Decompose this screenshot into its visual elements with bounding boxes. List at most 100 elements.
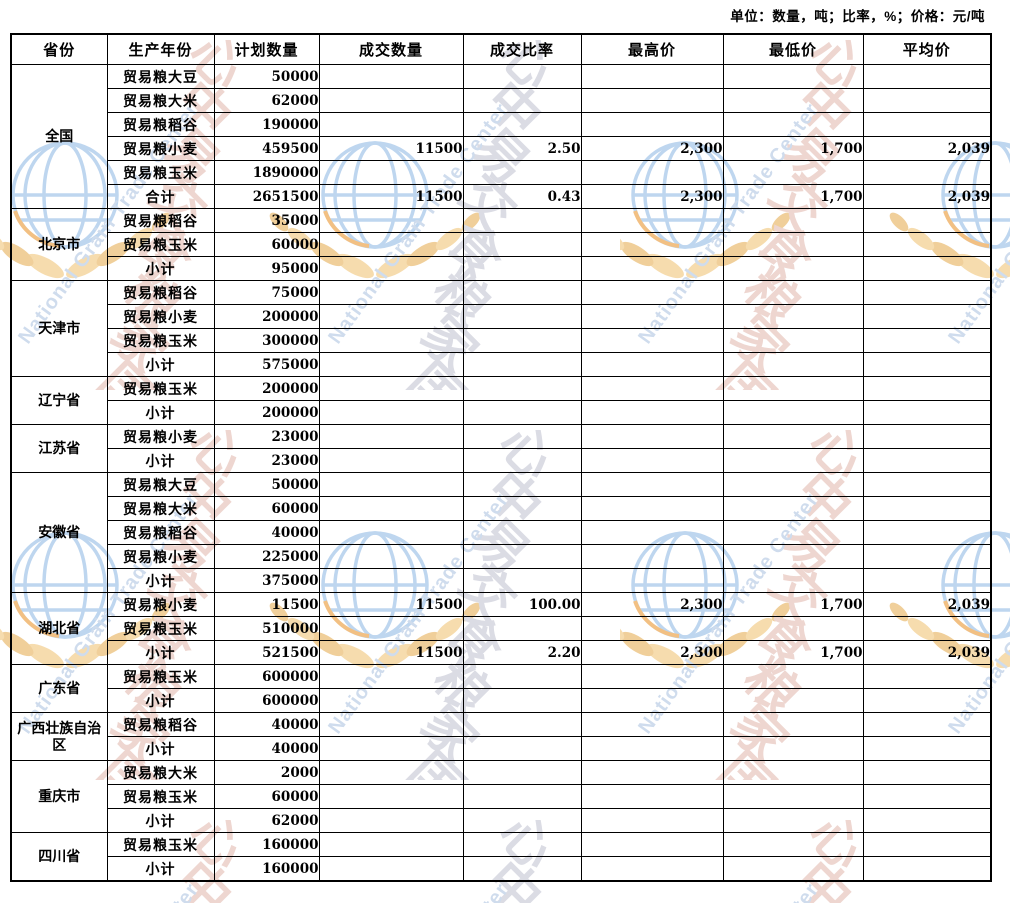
value-cell <box>580 496 724 521</box>
value-cell <box>722 856 864 882</box>
value-cell <box>462 520 582 545</box>
value-cell <box>580 448 724 473</box>
value-cell <box>722 400 864 425</box>
subtotal-label-cell: 小计 <box>106 736 215 761</box>
value-cell <box>580 304 724 329</box>
value-cell <box>462 568 582 593</box>
value-cell <box>580 232 724 257</box>
value-cell <box>318 448 464 473</box>
column-header: 平均价 <box>862 33 992 65</box>
value-cell <box>580 808 724 833</box>
value-cell <box>318 160 464 185</box>
value-cell <box>580 352 724 377</box>
table-row: 广西壮族自治区 贸易粮稻谷 40000 <box>10 712 992 761</box>
province-cell: 全国 <box>10 64 108 209</box>
province-cell: 广西壮族自治区 <box>10 712 108 761</box>
subtotal-label-cell: 小计 <box>106 688 215 713</box>
province-cell: 重庆市 <box>10 760 108 833</box>
value-cell <box>580 568 724 593</box>
product-cell: 贸易粮稻谷 <box>106 712 215 737</box>
value-cell <box>862 88 992 113</box>
value-cell: 40000 <box>213 712 320 737</box>
table-row: 贸易粮大米 60000 <box>11 496 992 521</box>
value-cell <box>862 376 992 401</box>
table-row: 贸易粮小麦 200000 <box>11 304 992 329</box>
table-row: 贸易粮小麦 459500 11500 2.50 2,300 1,700 2,039 <box>11 136 992 161</box>
value-cell: 2,300 <box>580 592 724 617</box>
value-cell <box>318 688 464 713</box>
value-cell <box>318 568 464 593</box>
value-cell <box>722 472 864 497</box>
column-header: 省份 <box>10 33 108 65</box>
value-cell: 2.50 <box>462 136 582 161</box>
value-cell <box>722 448 864 473</box>
value-cell: 62000 <box>213 88 320 113</box>
value-cell: 1,700 <box>722 640 864 665</box>
value-cell <box>862 304 992 329</box>
table-row: 贸易粮玉米 510000 <box>11 616 992 641</box>
product-cell: 贸易粮玉米 <box>106 376 215 401</box>
value-cell <box>580 160 724 185</box>
value-cell: 1,700 <box>722 592 864 617</box>
subtotal-label-cell: 小计 <box>106 400 215 425</box>
value-cell <box>580 424 724 449</box>
value-cell: 600000 <box>213 664 320 689</box>
value-cell: 200000 <box>213 400 320 425</box>
value-cell <box>318 520 464 545</box>
value-cell <box>462 304 582 329</box>
value-cell <box>722 304 864 329</box>
value-cell <box>318 736 464 761</box>
value-cell: 60000 <box>213 496 320 521</box>
value-cell <box>580 280 724 305</box>
product-cell: 贸易粮稻谷 <box>106 280 215 305</box>
value-cell <box>462 856 582 882</box>
table-row: 贸易粮大米 62000 <box>11 88 992 113</box>
value-cell: 11500 <box>318 640 464 665</box>
value-cell <box>862 208 992 233</box>
value-cell <box>318 376 464 401</box>
value-cell <box>722 712 864 737</box>
value-cell: 23000 <box>213 448 320 473</box>
value-cell <box>722 520 864 545</box>
value-cell <box>318 328 464 353</box>
value-cell <box>318 112 464 137</box>
product-cell: 贸易粮小麦 <box>106 424 215 449</box>
value-cell <box>722 376 864 401</box>
value-cell <box>462 160 582 185</box>
value-cell <box>580 688 724 713</box>
product-cell: 贸易粮玉米 <box>106 664 215 689</box>
table-row: 贸易粮稻谷 190000 <box>11 112 992 137</box>
value-cell <box>580 112 724 137</box>
value-cell <box>722 160 864 185</box>
table-row: 北京市 贸易粮稻谷 35000 <box>10 208 992 281</box>
value-cell <box>318 280 464 305</box>
value-cell <box>722 256 864 281</box>
table-row: 辽宁省 贸易粮玉米 200000 <box>10 376 992 425</box>
value-cell <box>722 112 864 137</box>
value-cell <box>862 448 992 473</box>
value-cell <box>318 304 464 329</box>
value-cell <box>722 832 864 857</box>
value-cell <box>462 88 582 113</box>
value-cell: 95000 <box>213 256 320 281</box>
table-row: 小计 200000 <box>11 400 992 425</box>
value-cell <box>580 208 724 233</box>
product-cell: 贸易粮小麦 <box>106 304 215 329</box>
value-cell: 200000 <box>213 304 320 329</box>
value-cell <box>862 328 992 353</box>
value-cell: 11500 <box>318 184 464 209</box>
value-cell <box>318 712 464 737</box>
value-cell <box>462 352 582 377</box>
column-header: 生产年份 <box>106 33 215 65</box>
product-cell: 贸易粮玉米 <box>106 832 215 857</box>
product-cell: 贸易粮稻谷 <box>106 208 215 233</box>
product-cell: 贸易粮玉米 <box>106 784 215 809</box>
value-cell <box>462 232 582 257</box>
product-cell: 贸易粮小麦 <box>106 592 215 617</box>
table-row: 安徽省 贸易粮大豆 50000 <box>10 472 992 593</box>
value-cell <box>722 760 864 785</box>
column-header: 最低价 <box>722 33 864 65</box>
value-cell: 575000 <box>213 352 320 377</box>
table-row: 贸易粮玉米 60000 <box>11 784 992 809</box>
